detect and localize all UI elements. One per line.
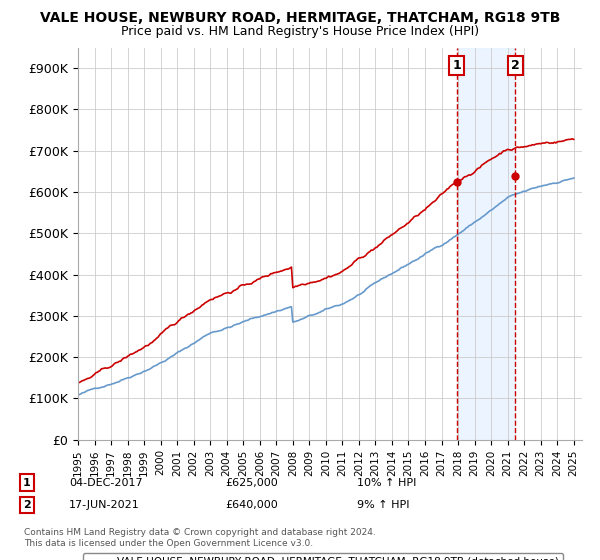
Text: 2: 2 — [511, 59, 520, 72]
Text: 10% ↑ HPI: 10% ↑ HPI — [357, 478, 416, 488]
Text: 1: 1 — [452, 59, 461, 72]
Bar — [457, 48, 515, 440]
Text: 04-DEC-2017: 04-DEC-2017 — [69, 478, 143, 488]
Text: £625,000: £625,000 — [225, 478, 278, 488]
Text: 2: 2 — [23, 500, 31, 510]
Text: £640,000: £640,000 — [225, 500, 278, 510]
Legend: VALE HOUSE, NEWBURY ROAD, HERMITAGE, THATCHAM, RG18 9TB (detached house), HPI: A: VALE HOUSE, NEWBURY ROAD, HERMITAGE, THA… — [83, 553, 563, 560]
Text: VALE HOUSE, NEWBURY ROAD, HERMITAGE, THATCHAM, RG18 9TB: VALE HOUSE, NEWBURY ROAD, HERMITAGE, THA… — [40, 11, 560, 25]
Text: 9% ↑ HPI: 9% ↑ HPI — [357, 500, 409, 510]
Text: 17-JUN-2021: 17-JUN-2021 — [69, 500, 140, 510]
Text: Contains HM Land Registry data © Crown copyright and database right 2024.
This d: Contains HM Land Registry data © Crown c… — [24, 528, 376, 548]
Text: 1: 1 — [23, 478, 31, 488]
Text: Price paid vs. HM Land Registry's House Price Index (HPI): Price paid vs. HM Land Registry's House … — [121, 25, 479, 38]
